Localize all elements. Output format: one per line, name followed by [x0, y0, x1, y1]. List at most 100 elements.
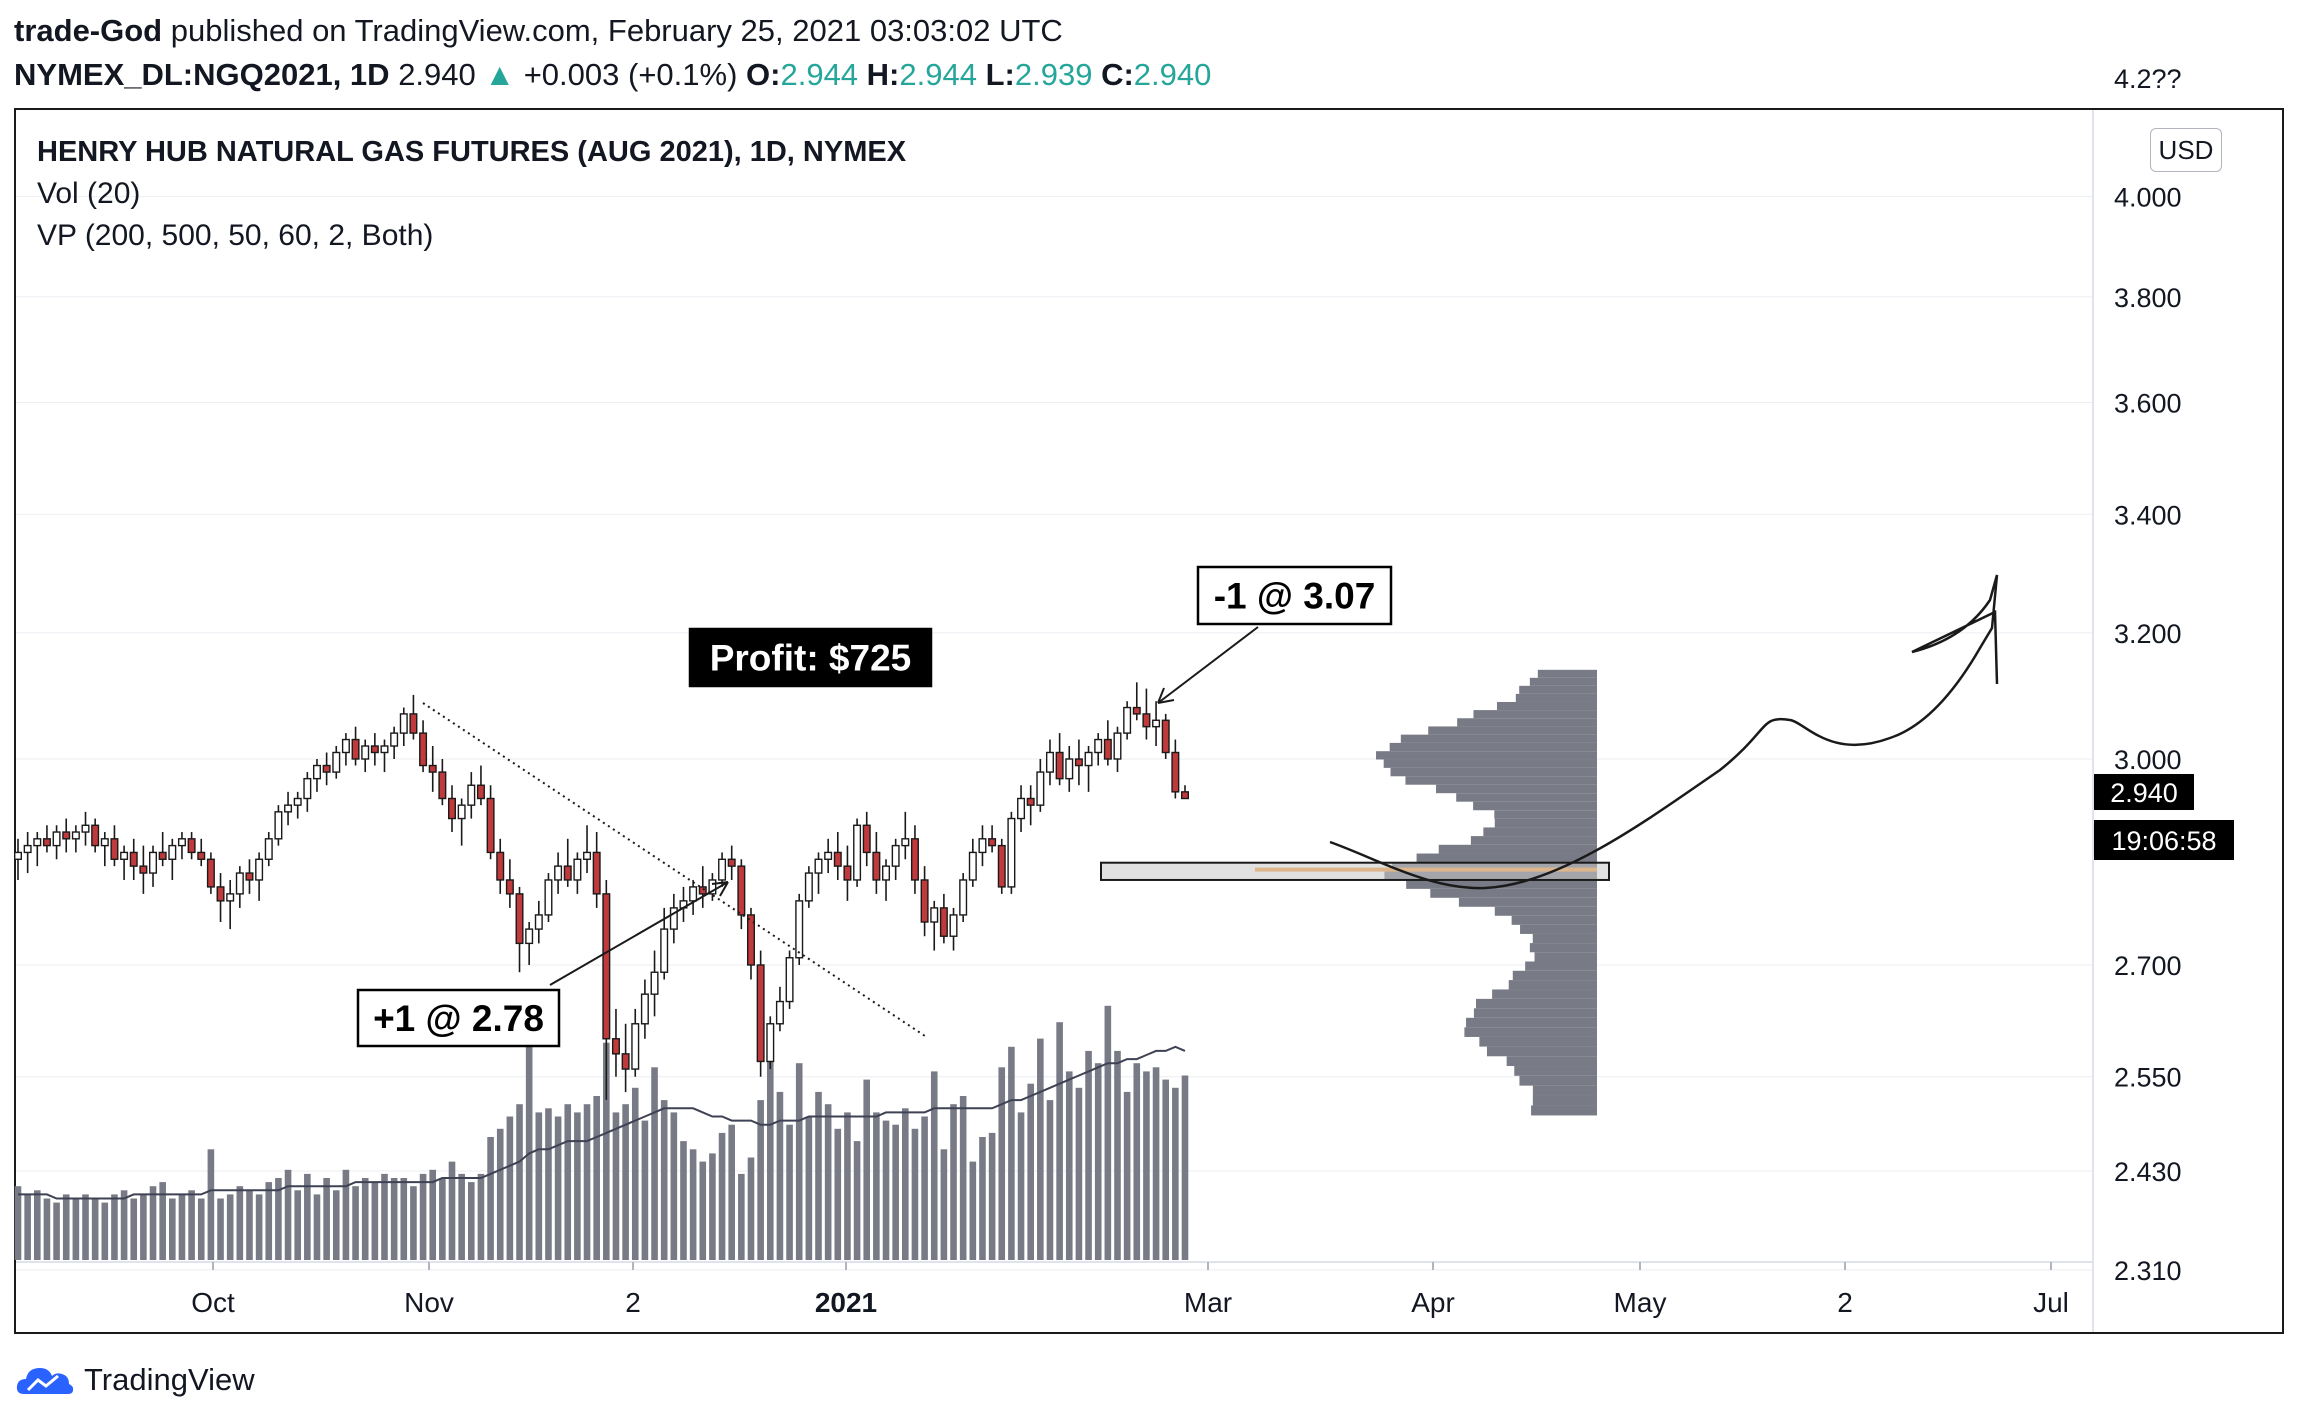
volume-profile-bar	[1473, 801, 1597, 811]
volume-bar	[284, 1169, 292, 1260]
close-label: C:	[1101, 57, 1134, 92]
volume-bar	[458, 1173, 465, 1260]
x-tick-label: Oct	[191, 1287, 235, 1318]
y-axis-ticks: 4.2?? 4.000 3.800 3.600 3.400 3.200 3.000 2.700…	[2114, 64, 2182, 1286]
volume-bar	[680, 1141, 687, 1260]
volume-profile-bar	[1406, 879, 1597, 889]
candle	[303, 777, 312, 800]
candle	[862, 824, 871, 854]
volume-profile-bar	[1537, 669, 1597, 678]
volume-bar	[496, 1128, 504, 1260]
volume-bar	[159, 1182, 166, 1260]
volume-bar	[545, 1108, 552, 1260]
volume-bar	[332, 1190, 340, 1260]
volume-profile-bar	[1529, 943, 1597, 953]
volume-profile-legend[interactable]: VP (200, 500, 50, 60, 2, Both)	[37, 219, 434, 252]
volume-bar	[998, 1067, 1006, 1260]
y-tick-label: 4.2??	[2114, 64, 2182, 94]
candle	[226, 893, 235, 902]
volume-bar	[1152, 1067, 1160, 1260]
candle	[959, 879, 968, 916]
candle	[1055, 751, 1064, 780]
exit-arrow-head	[1157, 687, 1175, 704]
candle	[939, 907, 948, 937]
volume-profile-bar	[1494, 906, 1597, 916]
candle	[428, 764, 437, 773]
candle	[1084, 751, 1093, 767]
volume-profile-bar	[1519, 685, 1597, 694]
candle	[640, 993, 649, 1025]
candle	[322, 764, 331, 773]
volume-profile-bar	[1456, 793, 1597, 802]
publish-info: trade-God published on TradingView.com, …	[14, 12, 1063, 50]
volume-bar	[1133, 1063, 1141, 1260]
volume-bar	[323, 1178, 330, 1260]
volume-bar	[381, 1173, 388, 1260]
candle	[264, 838, 273, 860]
footer-brand[interactable]: TradingView	[14, 1358, 255, 1402]
volume-bar	[574, 1112, 581, 1260]
x-tick-label: 2	[1837, 1287, 1853, 1318]
currency-button[interactable]: USD	[2150, 128, 2222, 172]
volume-bar	[24, 1194, 31, 1260]
author-name[interactable]: trade-God	[14, 13, 163, 48]
candle	[1017, 797, 1026, 820]
candle	[708, 879, 717, 895]
volume-bar	[1104, 1005, 1112, 1260]
candle	[42, 838, 51, 847]
open-label: O:	[746, 57, 781, 92]
candle	[361, 745, 370, 760]
x-axis-ticks: Oct Nov 2 2021 Mar Apr May 2 Jul	[191, 1262, 2069, 1318]
volume-profile-bar	[1476, 998, 1597, 1009]
candle	[602, 893, 611, 1040]
candle	[583, 851, 592, 860]
volume-bar	[583, 1104, 591, 1260]
volume-profile-bar	[1529, 677, 1597, 686]
candle	[380, 745, 389, 754]
volume-bar	[1143, 1071, 1150, 1260]
volume-bar	[882, 1120, 890, 1260]
volume-bar	[959, 1096, 967, 1260]
candle	[216, 886, 225, 902]
last-price: 2.940	[398, 57, 476, 92]
volume-profile-bar	[1520, 924, 1597, 934]
volume-bar	[834, 1128, 842, 1260]
exit-label: -1 @ 3.07	[1196, 565, 1393, 626]
low-label: L:	[985, 57, 1015, 92]
entry-label-box	[356, 988, 561, 1048]
profit-label: Profit: $725	[688, 627, 933, 688]
volume-bar	[1085, 1050, 1092, 1260]
candle	[718, 858, 727, 881]
highlight-zone-rect	[1100, 861, 1610, 881]
close-value: 2.940	[1133, 57, 1212, 92]
chart-frame[interactable]	[14, 108, 2284, 1334]
volume-bar	[400, 1178, 408, 1260]
candle	[351, 738, 360, 760]
volume-bar	[313, 1194, 321, 1260]
volume-profile-bar	[1464, 1027, 1597, 1037]
volume-indicator-legend[interactable]: Vol (20)	[37, 177, 141, 210]
volume-profile-bar	[1458, 897, 1597, 907]
volume-bar	[352, 1186, 359, 1260]
volume-bar	[1114, 1050, 1121, 1260]
chart-title[interactable]: HENRY HUB NATURAL GAS FUTURES (AUG 2021)…	[37, 136, 907, 168]
volume-bar	[14, 1186, 22, 1260]
y-tick-label: 3.200	[2114, 619, 2182, 649]
candle	[592, 851, 601, 895]
volume-bar	[554, 1116, 562, 1260]
volume-bar	[593, 1096, 600, 1260]
volume-bar	[805, 1116, 813, 1260]
candle	[409, 713, 418, 734]
volume-bar	[1008, 1046, 1015, 1260]
volume-bar	[217, 1198, 224, 1260]
candle	[795, 900, 804, 959]
volume-bar	[419, 1173, 427, 1260]
volume-bar	[361, 1178, 369, 1260]
volume-bar	[1094, 1063, 1102, 1260]
volume-bar	[969, 1161, 977, 1260]
volume-bar	[1017, 1112, 1025, 1260]
candle	[804, 872, 813, 902]
volume-profile-bar	[1519, 1075, 1597, 1086]
exit-label-text: -1 @ 3.07	[1214, 576, 1376, 617]
